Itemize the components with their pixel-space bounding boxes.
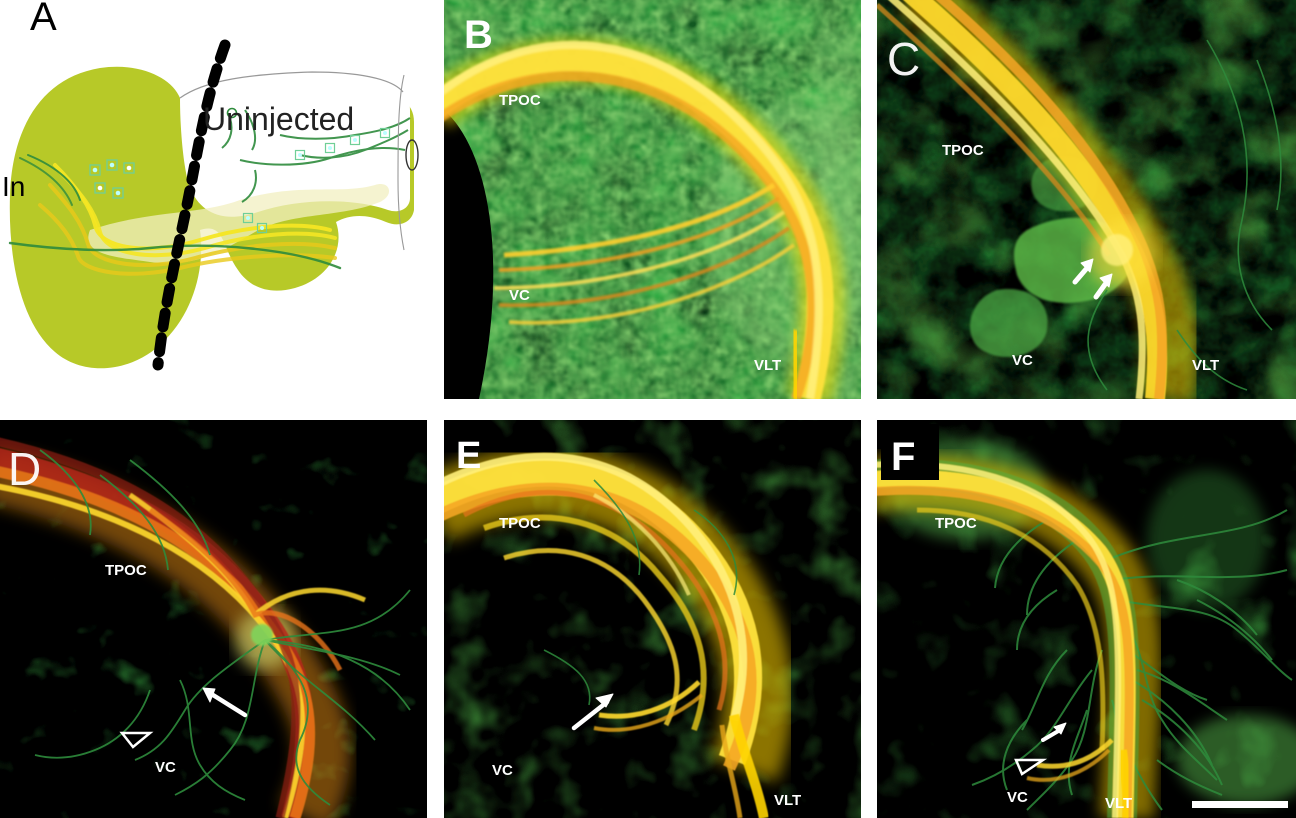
svg-text:VC: VC	[1012, 352, 1033, 369]
svg-text:TPOC: TPOC	[105, 562, 147, 579]
svg-text:B: B	[464, 13, 493, 57]
svg-text:C: C	[887, 33, 920, 85]
svg-text:VC: VC	[1007, 789, 1028, 806]
svg-text:A: A	[30, 0, 57, 39]
svg-text:F: F	[891, 435, 915, 479]
svg-text:Uninjected: Uninjected	[203, 101, 354, 137]
svg-text:VLT: VLT	[754, 357, 781, 374]
svg-text:TPOC: TPOC	[942, 142, 984, 159]
svg-text:TPOC: TPOC	[935, 515, 977, 532]
svg-text:VLT: VLT	[1105, 795, 1132, 812]
svg-text:VC: VC	[155, 759, 176, 776]
svg-text:VC: VC	[509, 287, 530, 304]
svg-text:D: D	[8, 443, 41, 495]
svg-text:VC: VC	[492, 762, 513, 779]
svg-text:In: In	[2, 171, 25, 202]
svg-text:VLT: VLT	[1192, 357, 1219, 374]
svg-text:VLT: VLT	[774, 792, 801, 809]
svg-text:TPOC: TPOC	[499, 515, 541, 532]
svg-text:TPOC: TPOC	[499, 92, 541, 109]
